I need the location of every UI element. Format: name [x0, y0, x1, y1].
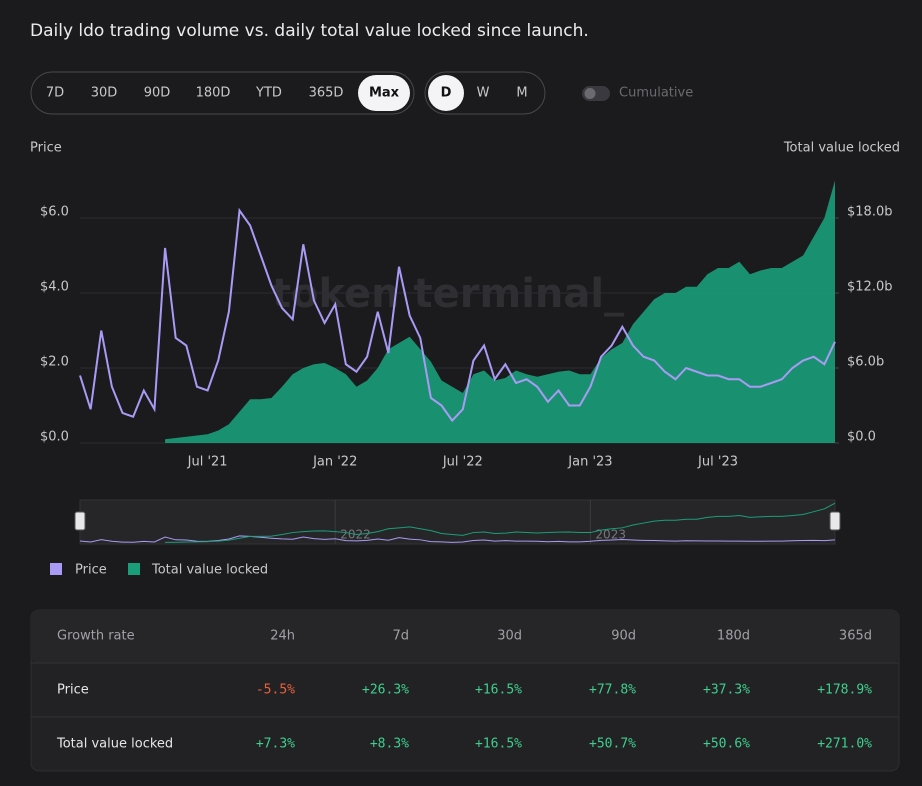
range-button[interactable]: YTD: [255, 86, 282, 101]
navigator-handle[interactable]: [829, 511, 841, 531]
range-selected: [358, 75, 410, 111]
watermark: token terminal_: [272, 271, 624, 317]
table-cell: +178.9%: [817, 683, 872, 698]
table-cell: +271.0%: [817, 737, 872, 752]
range-button[interactable]: 180D: [196, 86, 231, 101]
range-button[interactable]: 90D: [144, 86, 171, 101]
range-button[interactable]: 365D: [309, 86, 344, 101]
granularity-button[interactable]: D: [441, 86, 452, 101]
table-cell: -5.5%: [256, 683, 295, 698]
table-header-cell: 7d: [392, 629, 409, 644]
navigator-label: 2023: [595, 528, 626, 542]
table-cell: +50.6%: [703, 737, 750, 752]
table-cell: +50.7%: [589, 737, 636, 752]
legend-swatch: [50, 563, 62, 575]
table-row-label: Price: [57, 683, 89, 698]
table-header-cell: 180d: [717, 629, 750, 644]
y-axis-title: Price: [30, 141, 62, 156]
y-tick-label: $4.0: [40, 280, 69, 295]
granularity-button[interactable]: W: [477, 86, 490, 101]
y2-axis-title: Total value locked: [783, 141, 900, 156]
table-header: [31, 610, 899, 663]
range-button[interactable]: Max: [369, 86, 400, 101]
x-tick-label: Jan '23: [567, 455, 612, 470]
navigator-line: [165, 502, 836, 543]
y2-tick-label: $6.0b: [847, 355, 884, 370]
area: [165, 180, 835, 443]
navigator-handle[interactable]: [74, 511, 86, 531]
y-tick-label: $0.0: [40, 430, 69, 445]
page-title: Daily ldo trading volume vs. daily total…: [30, 21, 589, 41]
table-cell: +26.3%: [362, 683, 409, 698]
granularity-button[interactable]: M: [516, 86, 527, 101]
legend-label: Price: [75, 563, 107, 578]
legend-swatch: [128, 563, 140, 575]
table-cell: +7.3%: [256, 737, 295, 752]
table-header-cell: 365d: [839, 629, 872, 644]
x-tick-label: Jul '21: [187, 455, 228, 470]
table-header-cell: 24h: [270, 629, 295, 644]
x-tick-label: Jan '22: [312, 455, 357, 470]
toggle-knob: [584, 88, 596, 99]
table-header-cell: 30d: [497, 629, 522, 644]
range-button[interactable]: 30D: [91, 86, 118, 101]
y-tick-label: $2.0: [40, 355, 69, 370]
table-cell: +37.3%: [703, 683, 750, 698]
granularity-selected: [428, 75, 464, 111]
table-row-label: Total value locked: [56, 737, 173, 752]
y2-tick-label: $12.0b: [847, 280, 892, 295]
y-tick-label: $6.0: [40, 205, 69, 220]
navigator[interactable]: [79, 499, 836, 545]
granularity-group: [424, 71, 546, 115]
y2-tick-label: $18.0b: [847, 205, 892, 220]
range-button[interactable]: 7D: [46, 86, 64, 101]
table-cell: +16.5%: [475, 737, 522, 752]
table-cell: +77.8%: [589, 683, 636, 698]
line: [79, 207, 836, 423]
range-group: [30, 71, 415, 115]
y2-tick-label: $0.0: [847, 430, 876, 445]
table-header-cell: 90d: [611, 629, 636, 644]
table-header-cell: Growth rate: [57, 629, 135, 644]
toggle-label[interactable]: Cumulative: [619, 86, 693, 101]
x-tick-label: Jul '22: [442, 455, 483, 470]
x-tick-label: Jul '23: [697, 455, 738, 470]
legend-label: Total value locked: [151, 563, 268, 578]
table-cell: +8.3%: [370, 737, 409, 752]
table-cell: +16.5%: [475, 683, 522, 698]
